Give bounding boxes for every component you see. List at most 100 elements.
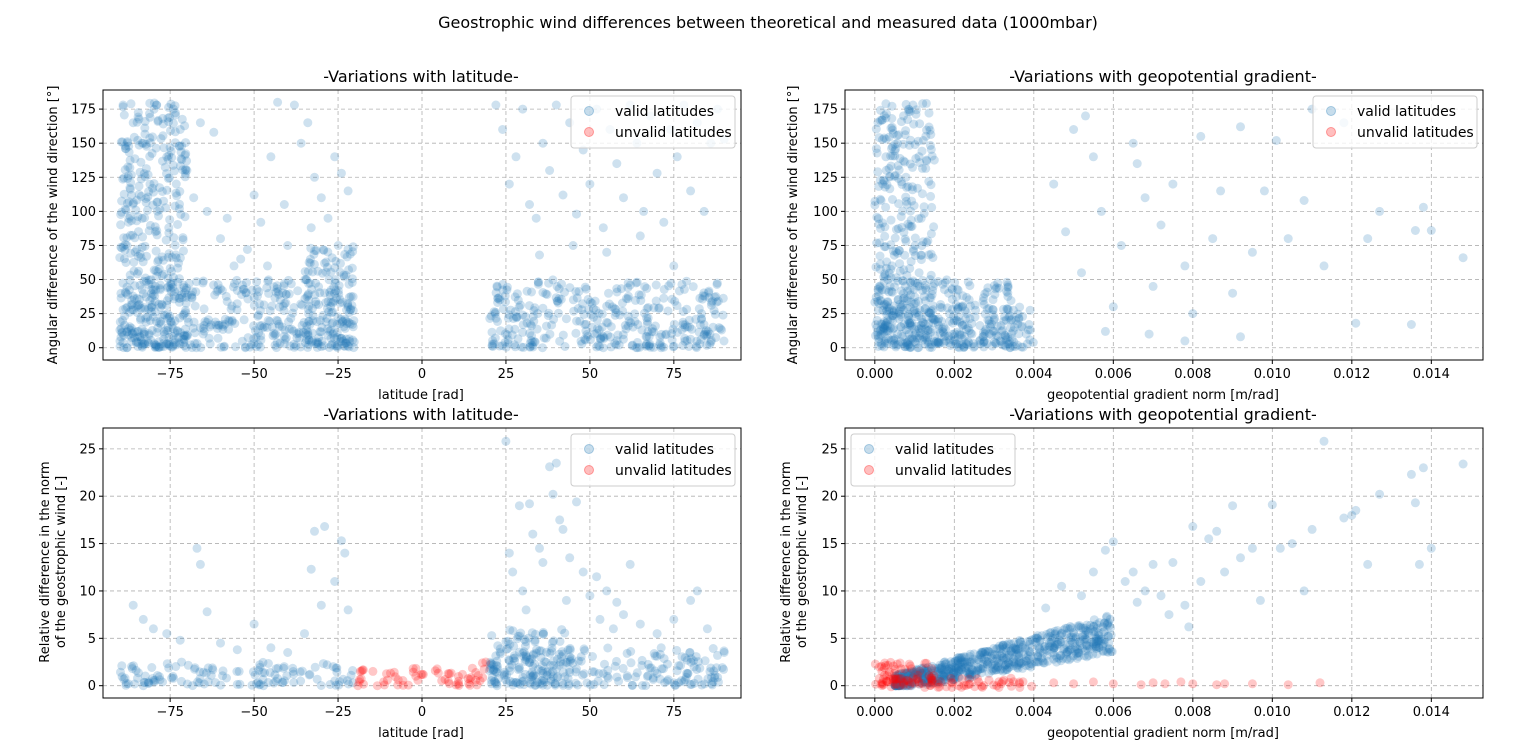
- valid-point: [1103, 631, 1113, 641]
- valid-point: [170, 240, 180, 250]
- valid-point: [877, 115, 887, 125]
- valid-point: [1081, 111, 1090, 121]
- valid-point: [699, 320, 709, 329]
- valid-point: [504, 548, 514, 558]
- valid-point: [678, 320, 688, 330]
- subplot-bottom-right: 0.000 0.002 0.004 0.006 0.008 0.010 0.012 0.014…: [779, 405, 1484, 741]
- valid-point: [140, 172, 150, 182]
- valid-point: [163, 273, 173, 283]
- valid-point: [147, 326, 157, 335]
- valid-point: [955, 317, 965, 327]
- valid-point: [333, 241, 343, 250]
- valid-point: [979, 654, 989, 664]
- valid-point: [165, 263, 175, 273]
- valid-point: [138, 289, 148, 299]
- valid-point: [1014, 649, 1024, 658]
- valid-point: [896, 286, 906, 296]
- valid-point: [892, 681, 902, 691]
- valid-point: [890, 681, 900, 691]
- valid-point: [929, 278, 939, 288]
- valid-point: [176, 147, 186, 157]
- valid-point: [1105, 644, 1114, 654]
- valid-point: [191, 287, 201, 297]
- valid-point: [638, 681, 647, 690]
- valid-point: [909, 668, 919, 678]
- valid-point: [890, 146, 900, 156]
- valid-point: [965, 667, 975, 677]
- valid-point: [580, 334, 590, 344]
- valid-point: [521, 655, 531, 665]
- valid-point: [623, 673, 632, 683]
- valid-point: [895, 673, 905, 683]
- ticks: 0.000 0.002 0.004 0.006 0.008 0.010 0.012 0.014…: [821, 442, 1449, 720]
- valid-point: [917, 314, 927, 324]
- valid-point: [179, 280, 189, 290]
- valid-point: [556, 657, 565, 667]
- valid-point: [253, 340, 263, 350]
- valid-point: [933, 663, 943, 673]
- valid-point: [538, 288, 548, 297]
- valid-point: [150, 307, 160, 317]
- valid-point: [254, 287, 264, 297]
- valid-point: [890, 673, 900, 683]
- valid-point: [346, 670, 356, 680]
- valid-point: [489, 339, 499, 349]
- valid-point: [121, 258, 131, 267]
- valid-point: [965, 314, 975, 324]
- valid-point: [337, 317, 347, 327]
- valid-point: [928, 253, 938, 263]
- unvalid-point: [1027, 681, 1037, 691]
- valid-point: [872, 148, 882, 158]
- valid-point: [553, 296, 562, 306]
- valid-point: [195, 559, 205, 569]
- valid-point: [231, 342, 240, 352]
- valid-point: [589, 679, 599, 689]
- valid-point: [980, 309, 990, 319]
- y-tick-label: 100: [71, 205, 96, 220]
- valid-point: [491, 288, 501, 298]
- valid-point: [879, 301, 889, 311]
- valid-point: [954, 302, 964, 312]
- valid-point: [232, 275, 242, 285]
- valid-point: [205, 322, 215, 332]
- unvalid-point: [899, 678, 908, 688]
- valid-point: [918, 335, 927, 345]
- valid-point: [706, 298, 716, 307]
- valid-point: [1104, 638, 1114, 648]
- valid-point: [1005, 337, 1015, 347]
- valid-point: [498, 279, 508, 289]
- valid-point: [164, 173, 174, 183]
- valid-point: [1025, 325, 1035, 335]
- valid-point: [542, 647, 551, 657]
- valid-point: [1009, 643, 1019, 652]
- valid-point: [500, 669, 509, 679]
- valid-point: [679, 677, 689, 687]
- unvalid-point: [463, 674, 473, 684]
- valid-point: [532, 645, 542, 654]
- valid-point: [519, 647, 529, 657]
- valid-point: [957, 334, 967, 344]
- valid-point: [909, 285, 919, 294]
- valid-point: [925, 293, 935, 303]
- unvalid-point: [957, 682, 966, 692]
- valid-point: [631, 672, 641, 682]
- valid-point: [149, 339, 159, 349]
- valid-point: [891, 679, 901, 689]
- valid-point: [1017, 321, 1027, 331]
- valid-point: [926, 191, 936, 201]
- valid-point: [336, 314, 346, 324]
- valid-point: [1081, 634, 1091, 644]
- valid-point: [1004, 639, 1014, 648]
- valid-point: [238, 284, 248, 294]
- valid-point: [255, 299, 265, 309]
- valid-point: [1091, 639, 1101, 649]
- valid-point: [179, 341, 189, 351]
- valid-point: [602, 586, 612, 596]
- unvalid-point: [947, 677, 957, 687]
- valid-point: [1103, 619, 1112, 629]
- valid-point: [899, 156, 908, 166]
- valid-point: [164, 293, 174, 303]
- valid-point: [528, 337, 538, 347]
- valid-point: [180, 324, 190, 334]
- valid-point: [962, 309, 972, 319]
